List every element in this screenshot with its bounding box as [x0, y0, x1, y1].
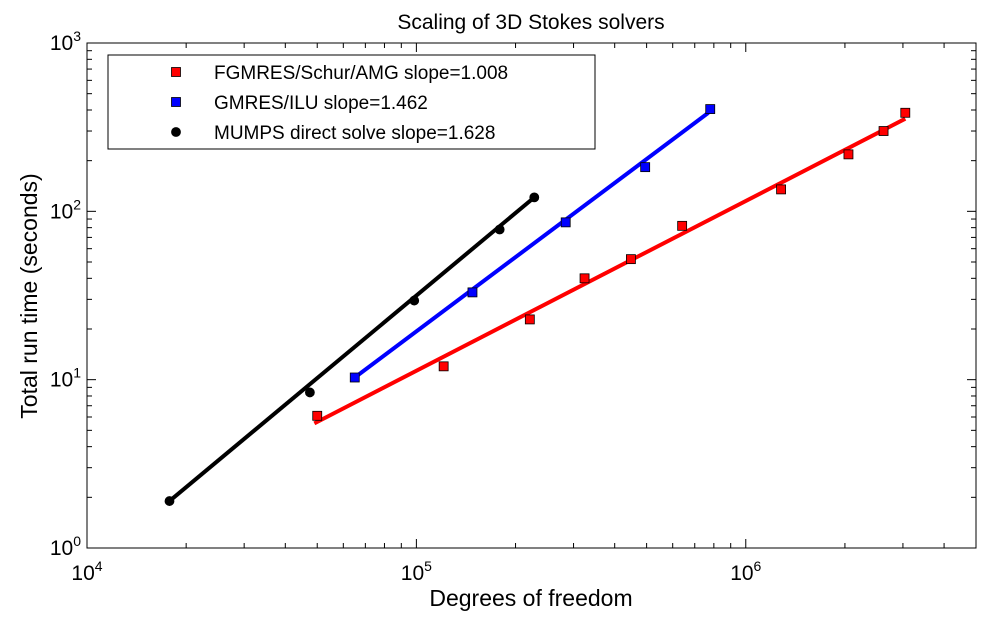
data-point	[900, 107, 911, 118]
legend-label: MUMPS direct solve slope=1.628	[214, 123, 495, 144]
fit-line	[313, 116, 907, 426]
fit-line	[353, 111, 710, 380]
legend-marker	[171, 127, 181, 137]
fit-line	[168, 195, 536, 503]
x-tick-label: 106	[730, 558, 761, 585]
data-point	[312, 410, 323, 421]
data-point	[705, 104, 716, 114]
data-point	[878, 126, 889, 136]
data-point	[579, 273, 590, 284]
x-tick-label: 105	[401, 558, 432, 585]
data-point	[409, 295, 420, 306]
data-point	[438, 361, 449, 372]
y-tick-label: 102	[50, 196, 81, 223]
data-point	[494, 224, 505, 235]
data-point	[560, 217, 571, 228]
y-axis-label: Total run time (seconds)	[16, 173, 42, 418]
data-points	[164, 104, 911, 506]
data-point	[529, 192, 540, 203]
data-point	[626, 254, 636, 265]
data-point	[776, 184, 786, 195]
legend-label: FGMRES/Schur/AMG slope=1.008	[214, 63, 508, 84]
data-point	[677, 220, 688, 231]
data-point	[843, 149, 854, 160]
fit-lines	[168, 111, 907, 503]
data-point	[467, 287, 478, 298]
data-point	[349, 372, 360, 383]
plot-area	[86, 42, 977, 549]
y-tick-label: 100	[50, 533, 81, 560]
data-point	[304, 387, 315, 398]
legend-label: GMRES/ILU slope=1.462	[214, 93, 428, 114]
y-axis: 100 101 102 103	[50, 28, 976, 560]
data-point	[640, 162, 651, 173]
x-axis-label: Degrees of freedom	[429, 585, 632, 611]
legend-box	[107, 54, 596, 150]
y-tick-label: 103	[50, 28, 81, 55]
legend-marker	[171, 97, 181, 107]
y-tick-label: 101	[50, 365, 81, 392]
x-axis: 104 105 106	[71, 43, 977, 585]
data-point	[524, 314, 535, 325]
legend-marker	[171, 67, 181, 77]
chart-title: Scaling of 3D Stokes solvers	[397, 11, 664, 34]
data-point	[164, 496, 175, 506]
legend: FGMRES/Schur/AMG slope=1.008 GMRES/ILU sl…	[107, 54, 596, 150]
x-tick-label: 104	[71, 558, 102, 585]
